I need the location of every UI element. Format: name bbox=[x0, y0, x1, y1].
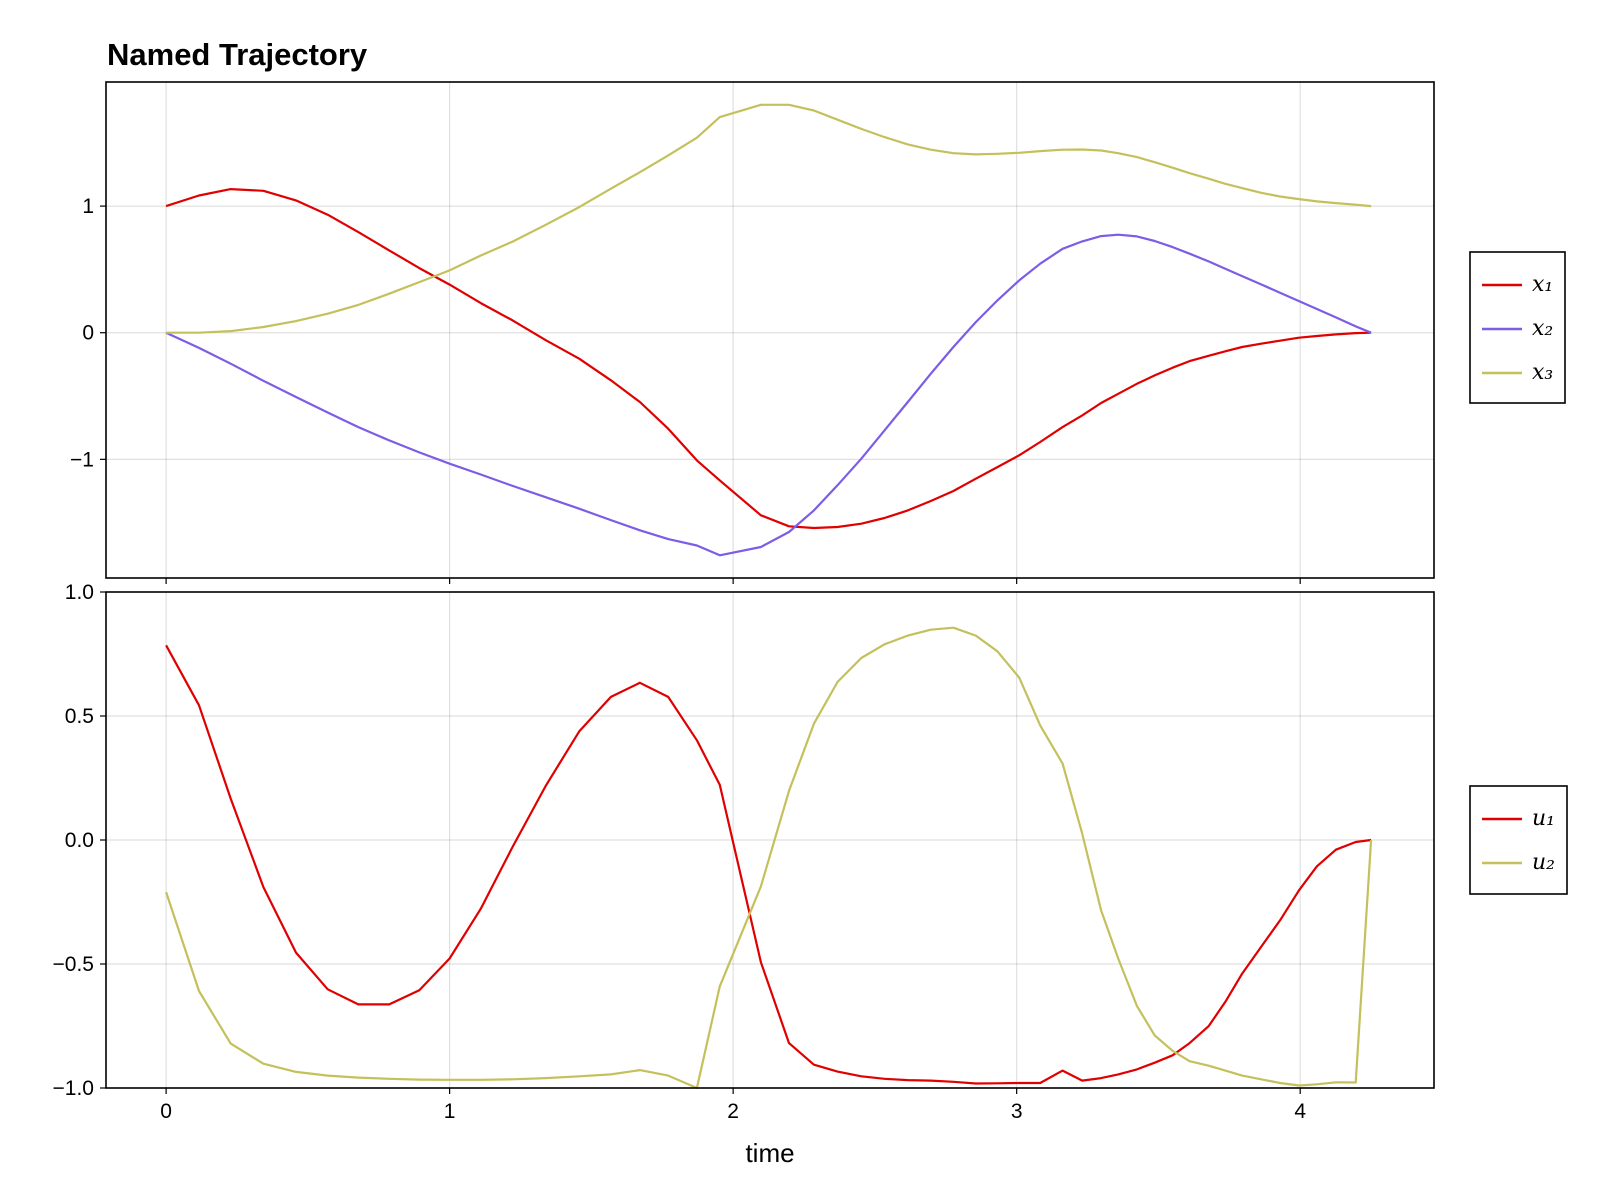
legend-label: x₂ bbox=[1532, 316, 1553, 341]
series-line-x1 bbox=[165, 188, 1372, 530]
y-tick-label: −1.0 bbox=[53, 1077, 94, 1100]
legend: x₁ x₂ x₃ bbox=[1469, 251, 1566, 404]
controls-panel: 0 1 2 3 4 1.0 0.5 0.0 −0.5 −1.0 u₁ u₂ bbox=[53, 581, 1568, 1123]
legend-label: u₂ bbox=[1532, 850, 1555, 875]
legend-label: u₁ bbox=[1532, 806, 1555, 831]
x-tick-label: 0 bbox=[160, 1100, 172, 1123]
legend-box bbox=[1469, 785, 1568, 895]
states-panel: 1 0 −1 x₁ x₂ x₃ bbox=[70, 81, 1566, 584]
series-line-x3 bbox=[166, 103, 1372, 334]
y-tick-label: 0 bbox=[82, 322, 94, 345]
y-tick-label: 0.5 bbox=[65, 705, 94, 728]
x-tick-label: 1 bbox=[444, 1100, 456, 1123]
axes-frame bbox=[105, 591, 1435, 1089]
legend-box bbox=[1469, 251, 1566, 404]
y-tick-label: 1.0 bbox=[65, 581, 94, 604]
legend: u₁ u₂ bbox=[1469, 785, 1568, 895]
series-line-u2 bbox=[165, 626, 1373, 1090]
axes-frame bbox=[105, 81, 1435, 579]
series-line-u1 bbox=[165, 644, 1372, 1085]
x-tick-label: 3 bbox=[1011, 1100, 1023, 1123]
chart-title: Named Trajectory bbox=[107, 37, 368, 72]
series-line-x2 bbox=[165, 233, 1372, 557]
y-tick-label: −1 bbox=[70, 448, 94, 471]
y-tick-label: −0.5 bbox=[53, 953, 94, 976]
legend-label: x₃ bbox=[1532, 360, 1553, 385]
x-axis-label: time bbox=[745, 1138, 794, 1168]
y-tick-label: 0.0 bbox=[65, 829, 94, 852]
x-tick-label: 2 bbox=[727, 1100, 739, 1123]
y-tick-label: 1 bbox=[82, 195, 94, 218]
legend-label: x₁ bbox=[1532, 272, 1553, 297]
x-tick-label: 4 bbox=[1294, 1100, 1306, 1123]
